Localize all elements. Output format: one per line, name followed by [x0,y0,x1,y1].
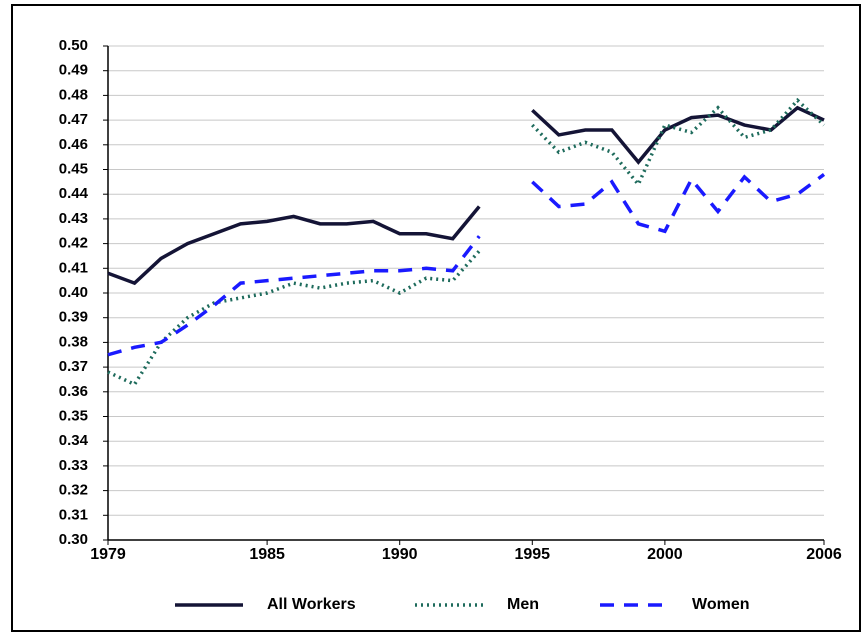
y-tick-label: 0.40 [59,284,88,301]
y-tick-label: 0.50 [59,37,88,54]
y-tick-label: 0.32 [59,482,88,499]
y-tick-label: 0.46 [59,136,88,153]
legend-label: All Workers [267,596,356,613]
y-tick-label: 0.48 [59,86,88,103]
y-tick-label: 0.49 [59,62,88,79]
x-tick-label: 1979 [90,546,126,563]
y-tick-label: 0.34 [59,432,89,449]
y-tick-label: 0.42 [59,235,88,252]
series-line [107,105,825,286]
y-tick-label: 0.39 [59,309,88,326]
series-line [107,97,826,387]
x-tick-label: 1995 [514,546,550,563]
x-tick-label: 2006 [806,546,842,563]
y-tick-label: 0.47 [59,111,88,128]
y-tick-label: 0.30 [59,531,88,548]
y-tick-label: 0.31 [59,506,88,523]
y-tick-label: 0.38 [59,333,88,350]
y-tick-label: 0.37 [59,358,88,375]
y-tick-label: 0.36 [59,383,88,400]
y-tick-label: 0.44 [59,185,89,202]
y-tick-label: 0.45 [59,160,88,177]
x-tick-label: 2000 [647,546,683,563]
legend-label: Men [507,596,539,613]
y-tick-label: 0.43 [59,210,88,227]
y-tick-label: 0.35 [59,407,88,424]
series-line [107,173,826,357]
y-tick-label: 0.41 [59,259,88,276]
legend-label: Women [692,596,749,613]
frame [11,4,861,632]
x-tick-label: 1985 [249,546,285,563]
x-tick-label: 1990 [382,546,418,563]
y-tick-label: 0.33 [59,457,88,474]
